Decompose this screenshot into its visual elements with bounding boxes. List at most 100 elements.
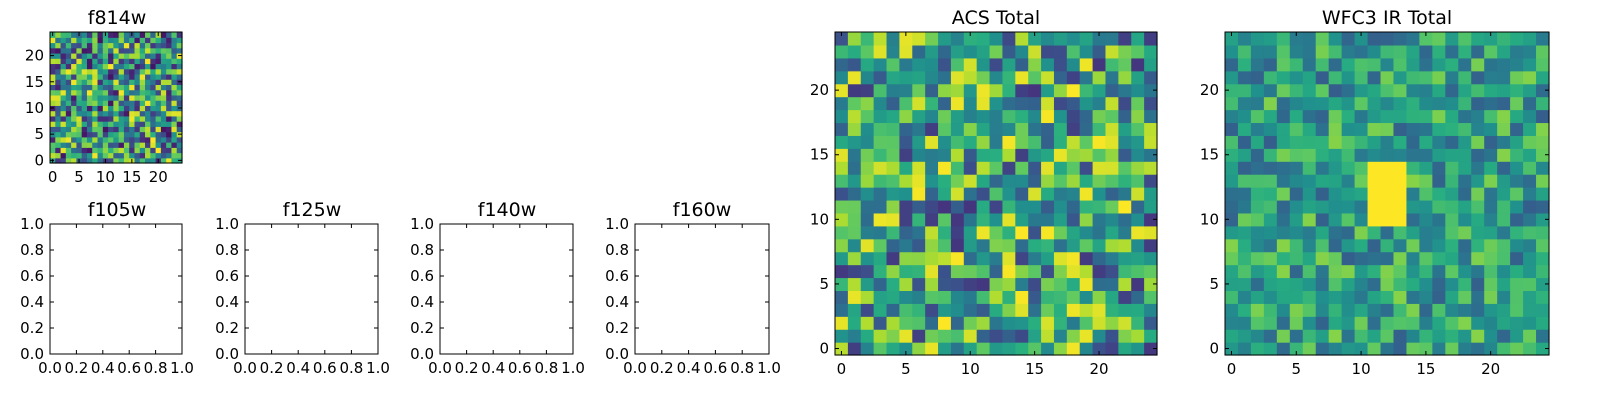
heatmap-cell	[1393, 316, 1408, 330]
heatmap-cell	[71, 126, 77, 133]
heatmap-cell	[989, 32, 1004, 46]
heatmap-cell	[150, 79, 157, 85]
heatmap-cell	[129, 73, 136, 80]
heatmap-cell	[134, 52, 141, 59]
heatmap-cell	[60, 157, 67, 164]
heatmap-cell	[1510, 109, 1524, 124]
heatmap-cell	[976, 70, 991, 85]
heatmap-cell	[1354, 83, 1369, 98]
heatmap-cell	[1092, 109, 1107, 124]
heatmap-cell	[1471, 109, 1485, 124]
heatmap-cell	[963, 148, 978, 162]
heatmap-cell	[1471, 122, 1485, 136]
heatmap-cell	[963, 342, 978, 356]
heatmap-cell	[1105, 277, 1119, 291]
heatmap-cell	[1225, 251, 1239, 266]
heatmap-cell	[963, 316, 978, 330]
heatmap-cell	[1225, 316, 1239, 330]
heatmap-cell	[1341, 329, 1356, 343]
heatmap-cell	[1510, 290, 1524, 304]
heatmap-cell	[1028, 148, 1042, 162]
heatmap-cell	[1354, 161, 1369, 175]
heatmap-cell	[55, 100, 62, 106]
heatmap-cell	[1445, 57, 1459, 72]
heatmap-cell	[1028, 225, 1042, 240]
heatmap-cell	[1289, 44, 1304, 59]
heatmap-cell	[171, 58, 178, 65]
heatmap-cell	[1497, 277, 1511, 291]
heatmap-cell	[76, 126, 83, 133]
heatmap-cell	[1237, 174, 1252, 188]
heatmap-cell	[1079, 225, 1094, 240]
heatmap-cell	[97, 42, 104, 49]
heatmap-cell	[160, 131, 167, 138]
heatmap-cell	[835, 199, 849, 214]
heatmap-cell	[1432, 44, 1446, 59]
heatmap-cell	[1497, 122, 1511, 136]
heatmap-cell	[886, 225, 900, 240]
heatmap-cell	[1497, 32, 1511, 46]
heatmap-cell	[50, 121, 56, 127]
heatmap-cell	[1118, 44, 1132, 59]
heatmap-cell	[938, 303, 952, 317]
heatmap-cell	[1354, 277, 1369, 291]
heatmap-cell	[1484, 57, 1498, 72]
heatmap-cell	[155, 105, 162, 112]
heatmap-cell	[1458, 122, 1472, 136]
heatmap-cell	[1118, 316, 1132, 330]
heatmap-cell	[1289, 225, 1304, 240]
heatmap-cell	[1510, 122, 1524, 136]
heatmap-cell	[1225, 161, 1239, 175]
heatmap-cell	[1237, 303, 1252, 317]
heatmap-cell	[912, 264, 926, 279]
heatmap-cell	[1276, 57, 1291, 72]
heatmap-cell	[1406, 174, 1420, 188]
heatmap-cell	[65, 89, 72, 96]
heatmap-cell	[113, 79, 120, 85]
heatmap-cell	[860, 212, 875, 227]
heatmap-cell	[176, 100, 183, 106]
heatmap-cell	[1484, 83, 1498, 98]
heatmap-cell	[92, 147, 99, 154]
heatmap-cell	[1445, 251, 1459, 266]
heatmap-cell	[1380, 238, 1395, 253]
heatmap-cell	[55, 68, 62, 75]
heatmap-cell	[155, 110, 162, 117]
heatmap-cell	[1458, 135, 1472, 149]
heatmap-cell	[1419, 57, 1433, 72]
heatmap-cell	[176, 58, 183, 65]
heatmap-cell	[139, 121, 146, 127]
heatmap-cell	[1041, 32, 1055, 46]
heatmap-cell	[134, 37, 141, 44]
heatmap-cell	[55, 115, 62, 122]
heatmap-cell	[55, 136, 62, 143]
heatmap-cell	[847, 290, 862, 304]
heatmap-cell	[71, 63, 77, 70]
heatmap-cell	[1328, 148, 1343, 162]
heatmap-cell	[1250, 290, 1265, 304]
heatmap-cell	[171, 52, 178, 59]
heatmap-cell	[1458, 264, 1472, 279]
heatmap-cell	[1053, 316, 1068, 330]
heatmap-cell	[1041, 44, 1055, 59]
heatmap-cell	[899, 303, 913, 317]
y-tick-label: 1.0	[410, 215, 434, 233]
heatmap-cell	[950, 32, 965, 46]
heatmap-cell	[963, 161, 978, 175]
heatmap-cell	[60, 84, 67, 91]
heatmap-cell	[166, 32, 173, 38]
heatmap-cell	[102, 42, 109, 49]
heatmap-cell	[1315, 96, 1330, 111]
heatmap-cell	[1328, 187, 1343, 201]
heatmap-cell	[113, 63, 120, 70]
heatmap-cell	[950, 264, 965, 279]
heatmap-cell	[139, 84, 146, 91]
heatmap-cell	[1510, 277, 1524, 291]
heatmap-cell	[886, 83, 900, 98]
heatmap-cell	[938, 277, 952, 291]
heatmap-cell	[938, 161, 952, 175]
heatmap-cell	[145, 47, 151, 54]
heatmap-cell	[835, 290, 849, 304]
heatmap-cell	[50, 110, 56, 117]
heatmap-cell	[1536, 96, 1550, 111]
